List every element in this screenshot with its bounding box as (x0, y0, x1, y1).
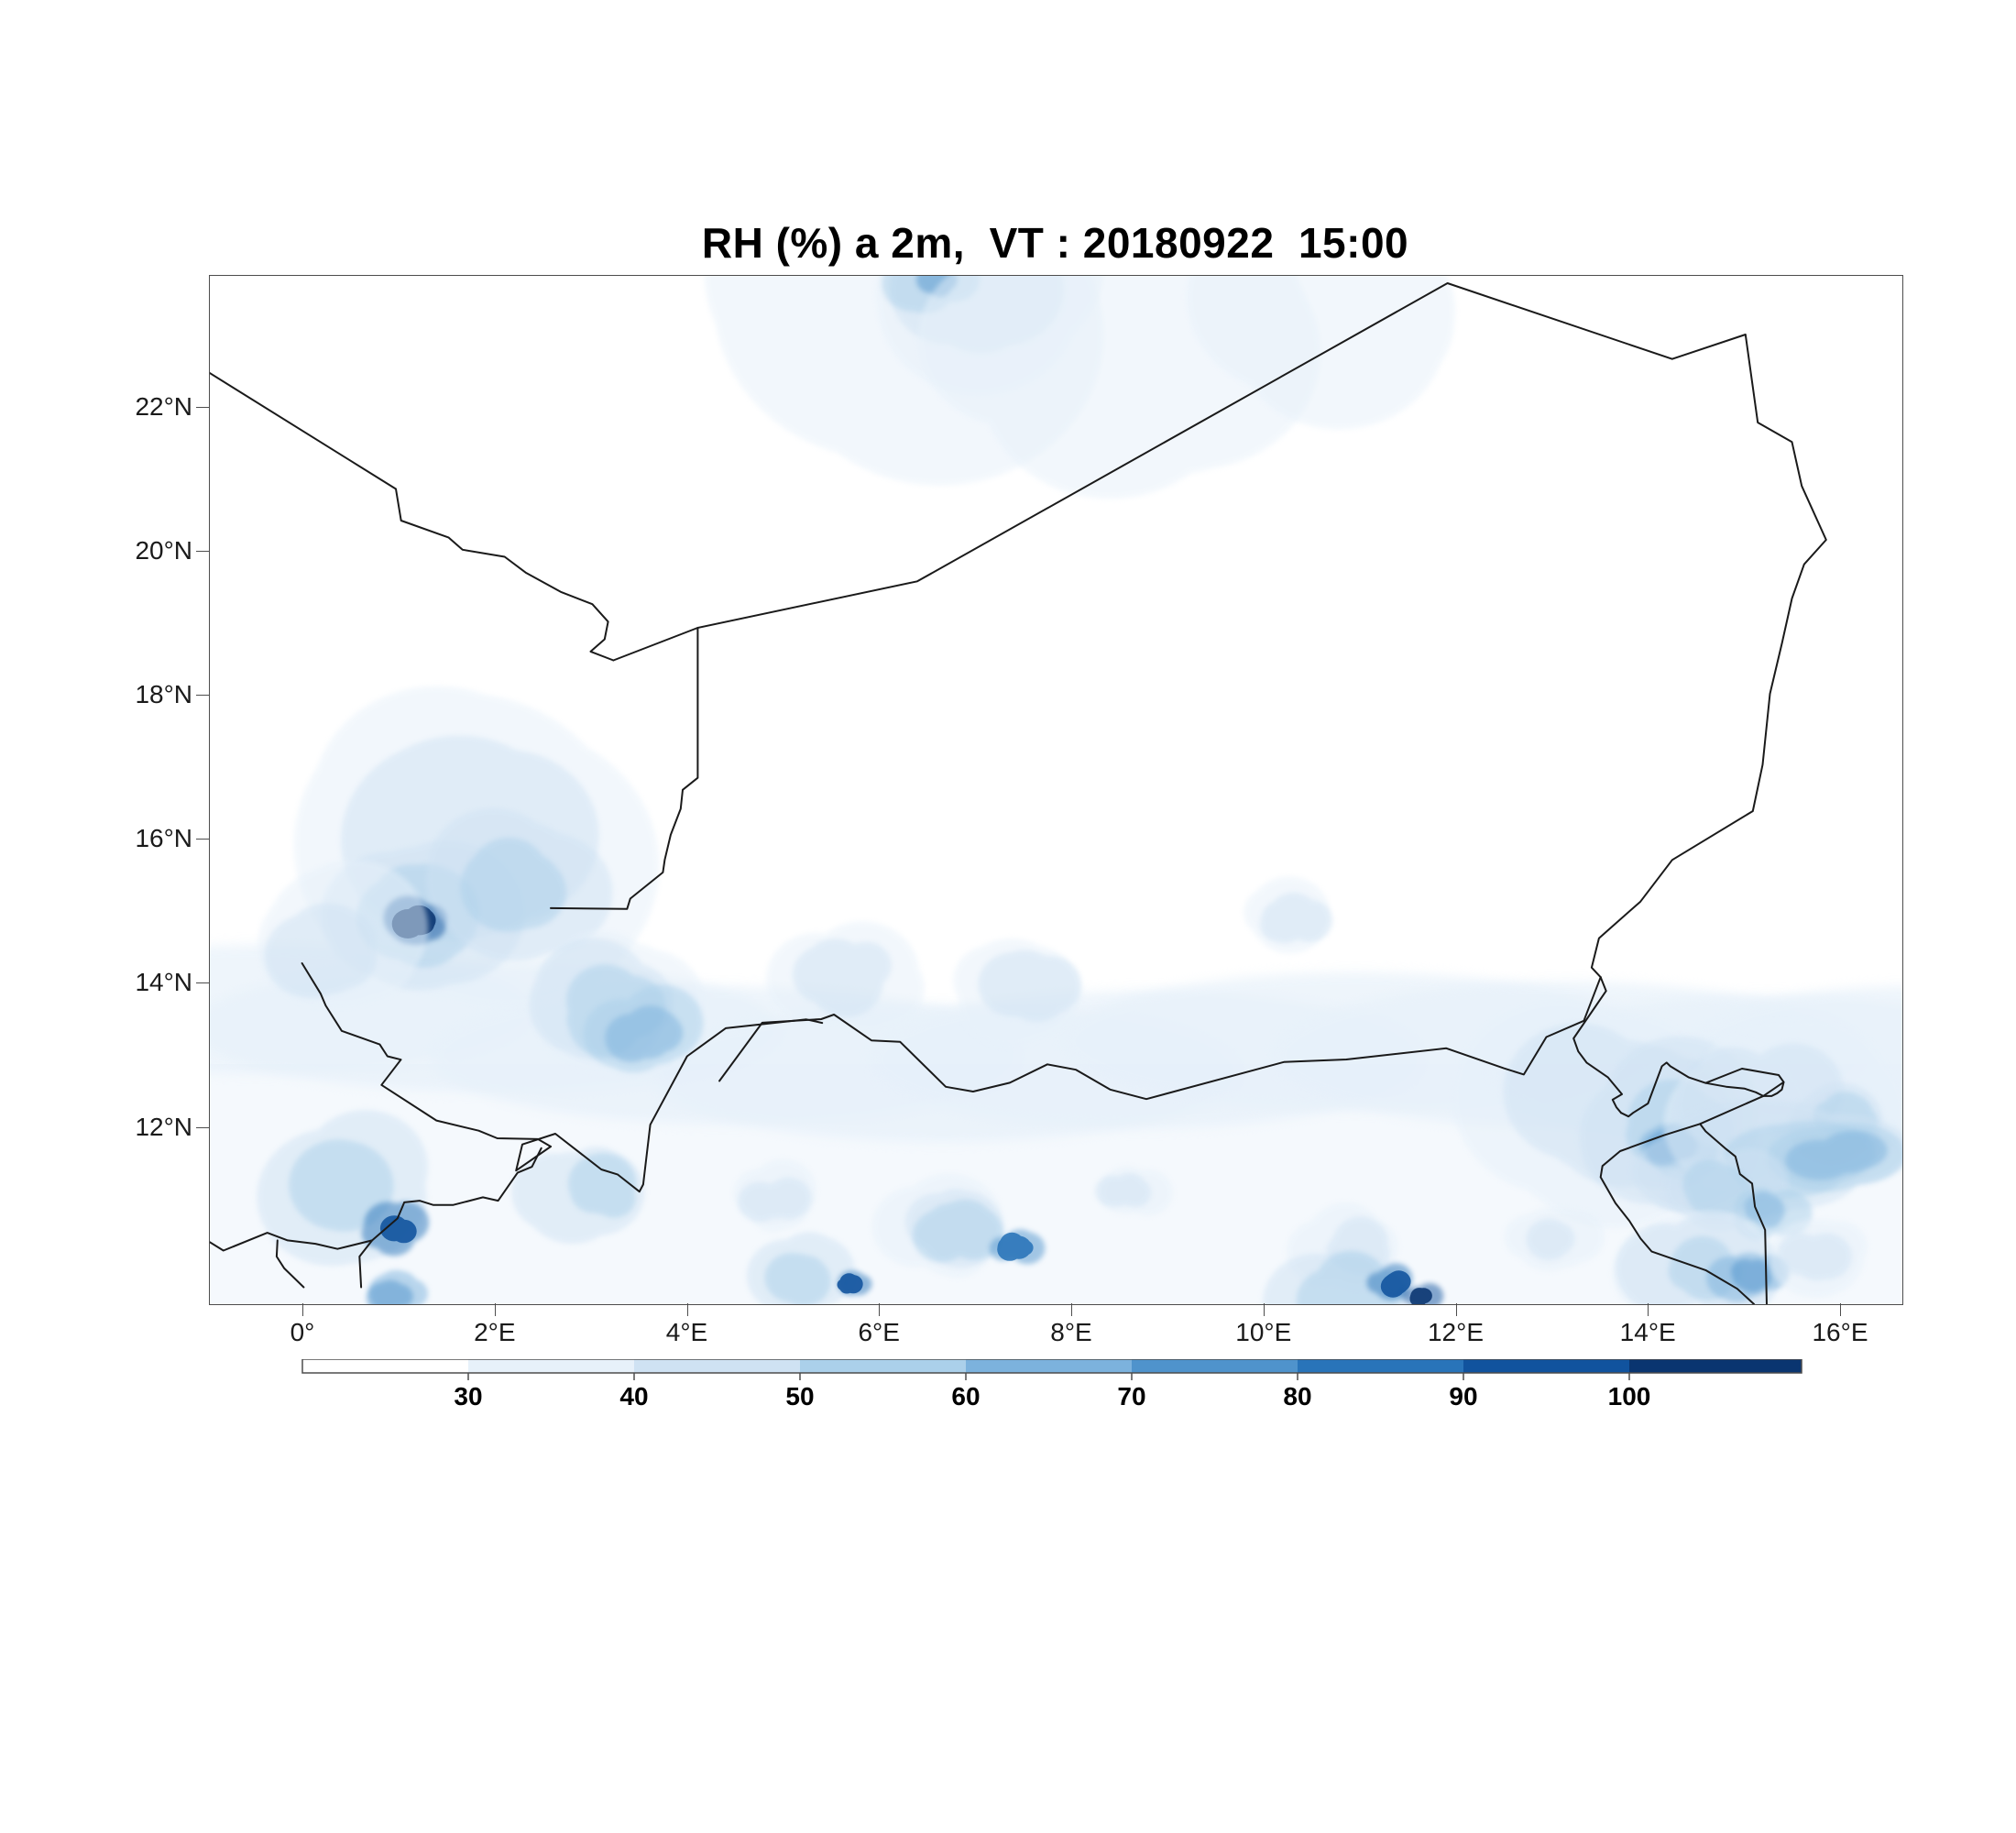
svg-text:60: 60 (951, 1382, 980, 1410)
svg-text:70: 70 (1117, 1382, 1145, 1410)
svg-text:50: 50 (785, 1382, 814, 1410)
svg-text:80: 80 (1283, 1382, 1311, 1410)
svg-text:40: 40 (619, 1382, 648, 1410)
svg-text:90: 90 (1449, 1382, 1477, 1410)
svg-text:30: 30 (454, 1382, 482, 1410)
svg-text:100: 100 (1608, 1382, 1651, 1410)
